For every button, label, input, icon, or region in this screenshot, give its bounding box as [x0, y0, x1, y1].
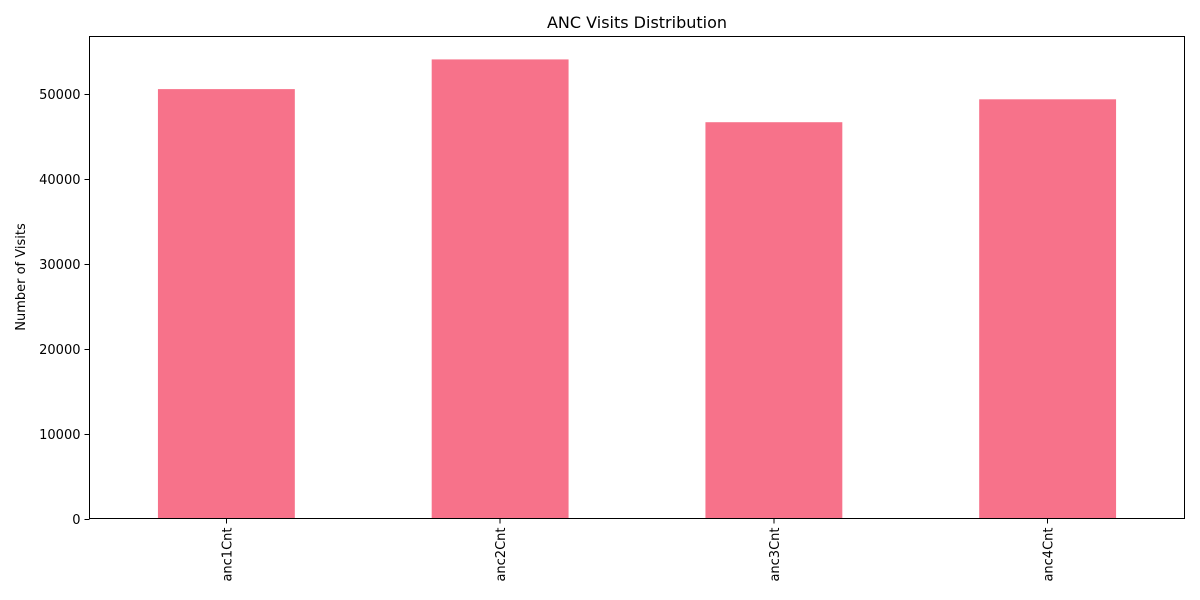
- plot-frame: [89, 36, 1185, 519]
- x-tick-label-anc1Cnt: anc1Cnt: [220, 528, 235, 582]
- y-tick-label: 10000: [39, 428, 80, 443]
- y-tick-label: 0: [72, 513, 80, 528]
- y-axis-label: Number of Visits: [14, 223, 29, 331]
- y-tick-label: 30000: [39, 258, 80, 273]
- x-tick-label-anc2Cnt: anc2Cnt: [494, 528, 509, 582]
- chart-title: ANC Visits Distribution: [547, 13, 727, 32]
- y-axis-ticks: 0 10000 20000 30000 40000 50000: [39, 88, 90, 528]
- bars: [157, 59, 1117, 519]
- y-tick-label: 20000: [39, 343, 80, 358]
- bar-anc3Cnt: [705, 122, 843, 519]
- bar-anc2Cnt: [431, 59, 569, 519]
- x-axis-ticks: anc1Cnt anc2Cnt anc3Cnt anc4Cnt: [220, 518, 1057, 582]
- bar-anc1Cnt: [157, 89, 295, 519]
- bar-anc4Cnt: [979, 99, 1117, 519]
- y-tick-label: 40000: [39, 173, 80, 188]
- x-tick-label-anc4Cnt: anc4Cnt: [1042, 528, 1057, 582]
- y-tick-label: 50000: [39, 88, 80, 103]
- x-tick-label-anc3Cnt: anc3Cnt: [768, 528, 783, 582]
